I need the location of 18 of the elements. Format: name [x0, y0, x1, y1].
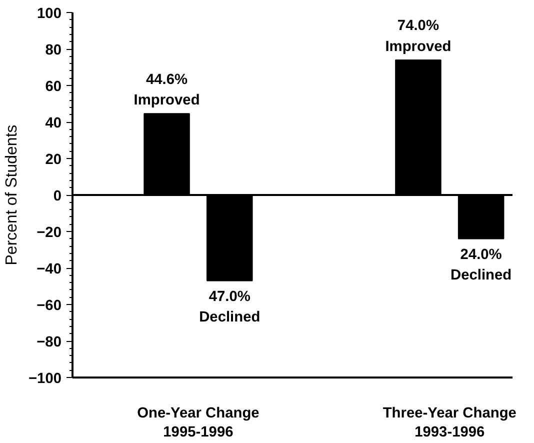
y-tick-label: −60 [36, 298, 62, 314]
y-tick-label: 60 [45, 79, 62, 95]
data-label: 74.0% Improved [385, 18, 452, 55]
y-tick-label: 20 [45, 152, 62, 168]
data-label: 44.6% Improved [134, 72, 200, 109]
data-label: 24.0% Declined [450, 246, 512, 284]
data-label: 47.0% Declined [199, 288, 260, 326]
y-tick-label: −100 [28, 371, 62, 387]
y-tick-label: 100 [37, 6, 62, 22]
y-tick-label: −40 [36, 262, 62, 278]
y-axis-title: Percent of Students [3, 124, 20, 266]
x-tick-label: Three-Year Change 1993-1996 [382, 406, 516, 441]
y-tick-label: 0 [53, 188, 62, 204]
y-tick-label: 80 [45, 42, 62, 58]
y-tick-label: −20 [36, 225, 62, 241]
y-tick-label: 40 [45, 116, 62, 132]
x-tick-label: One-Year Change 1995-1996 [137, 406, 260, 441]
y-tick-label: −80 [36, 334, 62, 350]
